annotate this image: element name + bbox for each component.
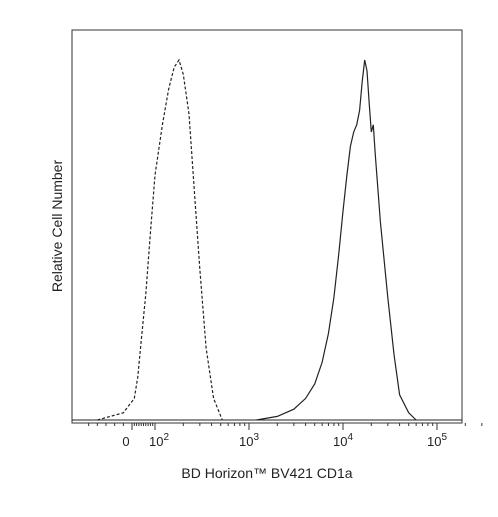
x-tick-label: 102 (149, 432, 169, 449)
plot-frame (71, 29, 463, 424)
series-layer (72, 58, 462, 421)
x-tick-label: 105 (427, 432, 447, 449)
x-axis-label: BD Horizon™ BV421 CD1a (181, 465, 352, 481)
tick-layer (88, 423, 483, 430)
x-tick-label: 104 (333, 432, 353, 449)
histogram-series-dashed (97, 58, 223, 421)
histogram-series-solid (256, 59, 417, 421)
x-tick-label: 0 (122, 434, 129, 449)
y-axis-label: Relative Cell Number (49, 160, 65, 293)
x-tick-label: 103 (239, 432, 259, 449)
tick-label-layer: 0 102 103 104 105 (122, 432, 447, 449)
